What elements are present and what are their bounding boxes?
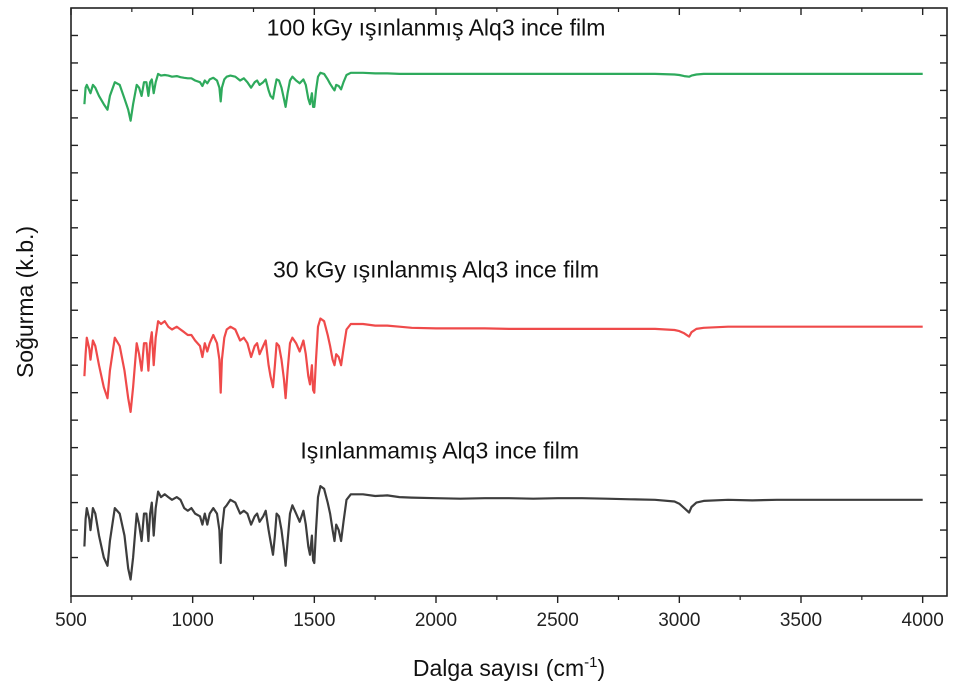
y-axis-title: Soğurma (k.b.) <box>12 226 38 378</box>
x-tick-label: 2500 <box>537 610 579 631</box>
series-labels: Işınlanmamış Alq3 ince film 30 kGy ışınla… <box>267 14 606 463</box>
x-axis-ticks: 500 1000 1500 2000 2500 3000 3500 4000 <box>55 8 944 631</box>
x-axis-title-close: ) <box>597 655 605 681</box>
series-layer <box>83 71 923 581</box>
series-label-0: Işınlanmamış Alq3 ince film <box>300 438 579 464</box>
x-tick-label: 3000 <box>658 610 700 631</box>
plot-frame <box>70 7 948 597</box>
x-axis-title: Dalga sayısı (cm-1) <box>413 654 605 681</box>
x-tick-label: 4000 <box>902 610 944 631</box>
series-label-2: 100 kGy ışınlanmış Alq3 ince film <box>267 14 606 40</box>
x-axis-title-superscript: -1 <box>584 654 597 671</box>
series-line-1 <box>83 317 923 413</box>
x-tick-label: 1000 <box>172 610 214 631</box>
y-axis-ticks <box>71 34 947 559</box>
x-tick-label: 1500 <box>293 610 335 631</box>
series-label-1: 30 kGy ışınlanmış Alq3 ince film <box>273 256 599 282</box>
series-line-2 <box>83 71 923 122</box>
x-tick-label: 2000 <box>415 610 457 631</box>
x-tick-label: 3500 <box>780 610 822 631</box>
x-tick-label: 500 <box>55 610 87 631</box>
series-line-0 <box>83 485 923 581</box>
